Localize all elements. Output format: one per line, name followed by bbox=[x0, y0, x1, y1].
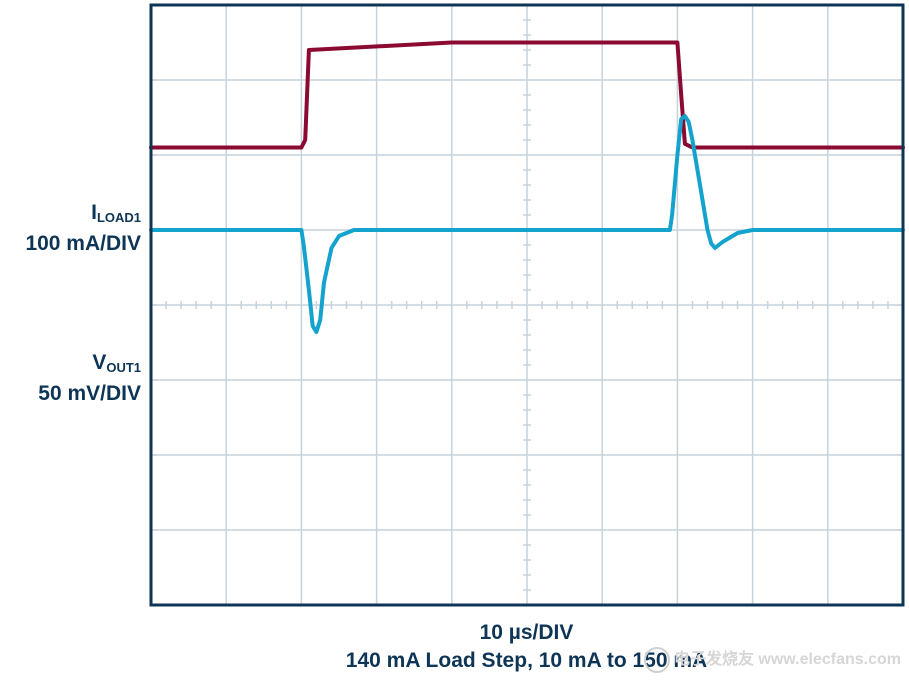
iload1-scale: 100 mA/DIV bbox=[25, 232, 141, 255]
trace-load1 bbox=[149, 40, 905, 150]
watermark: 电子发烧友 www.elecfans.com bbox=[643, 645, 901, 673]
plot-frame bbox=[149, 3, 905, 607]
iload1-label-main: I bbox=[91, 201, 97, 224]
vout1-label-main: V bbox=[92, 351, 107, 374]
grid bbox=[151, 5, 903, 605]
chart-caption: 140 mA Load Step, 10 mA to 150 mA bbox=[345, 649, 708, 672]
vout1-label-sub: OUT1 bbox=[106, 360, 141, 375]
x-axis-label: 10 µs/DIV bbox=[479, 621, 574, 644]
traces bbox=[149, 40, 905, 334]
watermark-text: 电子发烧友 www.elecfans.com bbox=[673, 651, 901, 669]
channel-label-vout1: VOUT1 50 mV/DIV bbox=[38, 350, 141, 407]
trace-out1 bbox=[149, 114, 905, 334]
vout1-scale: 50 mV/DIV bbox=[38, 382, 141, 405]
watermark-logo-icon bbox=[643, 647, 670, 673]
channel-label-iload1: ILOAD1 100 mA/DIV bbox=[25, 200, 141, 257]
iload1-label-sub: LOAD1 bbox=[96, 210, 141, 225]
